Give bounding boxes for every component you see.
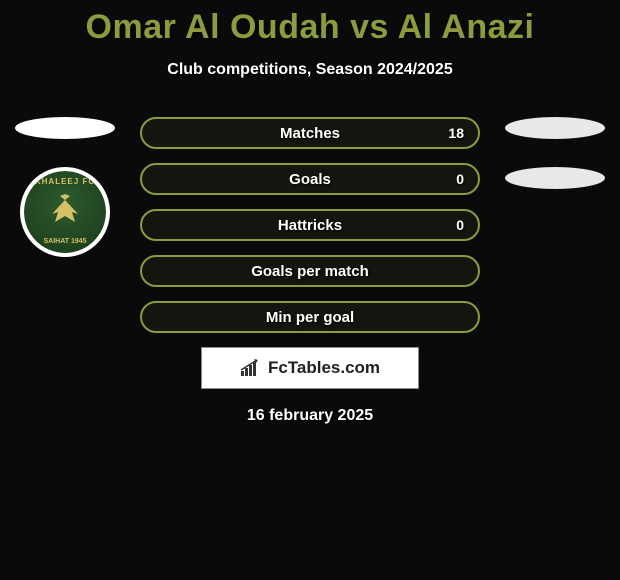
badge-top-text: KHALEEJ FC [24, 177, 106, 186]
right-player-placeholder-ellipse-1 [505, 117, 605, 139]
date-text: 16 february 2025 [0, 407, 620, 425]
stat-row-hattricks: Hattricks 0 [140, 209, 480, 241]
stat-value-right: 18 [448, 125, 464, 141]
stat-label: Hattricks [278, 217, 342, 234]
eagle-icon [40, 192, 90, 232]
stat-value-right: 0 [456, 217, 464, 233]
right-player-column [500, 117, 610, 217]
stat-rows: Matches 18 Goals 0 Hattricks 0 Goals per… [140, 117, 480, 333]
subtitle: Club competitions, Season 2024/2025 [0, 61, 620, 79]
stat-label: Goals [289, 171, 331, 188]
stat-row-goals-per-match: Goals per match [140, 255, 480, 287]
right-player-placeholder-ellipse-2 [505, 167, 605, 189]
page-title: Omar Al Oudah vs Al Anazi [0, 0, 620, 47]
stat-row-min-per-goal: Min per goal [140, 301, 480, 333]
brand-box[interactable]: FcTables.com [201, 347, 419, 389]
stat-label: Goals per match [251, 263, 369, 280]
stat-row-matches: Matches 18 [140, 117, 480, 149]
stats-section: KHALEEJ FC SAIHAT 1945 Matches 18 Goals … [0, 117, 620, 333]
bar-chart-icon [240, 359, 262, 377]
stat-label: Matches [280, 125, 340, 142]
stat-row-goals: Goals 0 [140, 163, 480, 195]
badge-bottom-text: SAIHAT 1945 [24, 238, 106, 245]
left-club-badge: KHALEEJ FC SAIHAT 1945 [20, 167, 110, 257]
stat-label: Min per goal [266, 309, 354, 326]
brand-text: FcTables.com [268, 358, 380, 378]
left-player-column: KHALEEJ FC SAIHAT 1945 [10, 117, 120, 257]
stat-value-right: 0 [456, 171, 464, 187]
left-player-placeholder-ellipse [15, 117, 115, 139]
